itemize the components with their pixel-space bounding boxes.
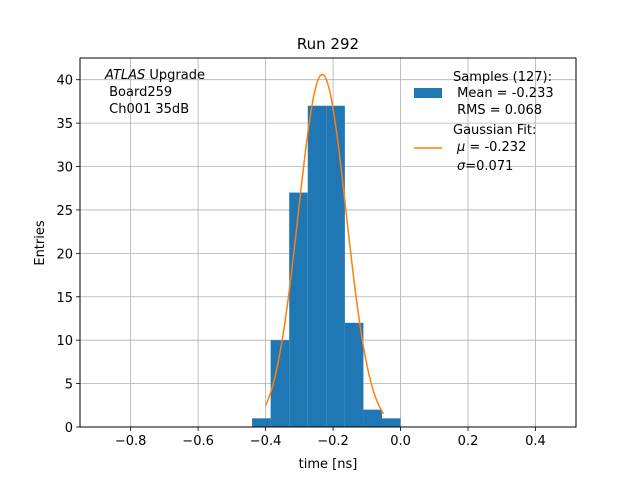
- legend-samples-mean: Mean = -0.233: [453, 86, 554, 101]
- y-tick-label: 25: [56, 204, 73, 219]
- x-tick-label: 0.0: [390, 434, 411, 449]
- histogram-bar: [252, 418, 271, 427]
- legend: Samples (127): Mean = -0.233 RMS = 0.068…: [414, 70, 554, 174]
- y-axis-ticks: 0 5 10 15 20 25 30 35 40: [56, 74, 80, 436]
- histogram-bar: [289, 192, 308, 427]
- annotation-line-2: Board259: [105, 85, 172, 100]
- y-tick-label: 35: [56, 117, 73, 132]
- annotation-upgrade: Upgrade: [145, 68, 205, 83]
- legend-samples-title: Samples (127):: [453, 70, 552, 85]
- annotation-line-1: ATLAS Upgrade: [104, 68, 205, 83]
- y-axis-label: Entries: [33, 220, 48, 266]
- plot-area: −0.8 −0.6 −0.4 −0.2 0.0 0.2 0.4 0 5 10 15 20 25 30 35…: [56, 57, 577, 449]
- chart-title: Run 292: [297, 35, 359, 53]
- y-tick-label: 10: [56, 334, 73, 349]
- histogram-bar: [363, 409, 382, 427]
- y-tick-label: 20: [56, 247, 73, 262]
- legend-fit-title: Gaussian Fit:: [453, 123, 536, 138]
- y-tick-label: 15: [56, 291, 73, 306]
- legend-histogram-swatch: [414, 88, 442, 98]
- axes-frame: [79, 57, 577, 428]
- x-tick-label: −0.4: [250, 434, 282, 449]
- x-axis-label: time [ns]: [299, 457, 358, 472]
- sigma-value: =0.071: [465, 159, 513, 174]
- histogram-bar: [326, 105, 345, 428]
- y-tick-label: 40: [56, 74, 73, 89]
- x-tick-label: −0.6: [182, 434, 214, 449]
- x-tick-label: 0.4: [525, 434, 546, 449]
- x-tick-label: 0.2: [458, 434, 479, 449]
- mu-value: = -0.232: [465, 140, 526, 155]
- legend-fit-mu: μ = -0.232: [456, 140, 526, 155]
- atlas-annotation: ATLAS Upgrade Board259 Ch001 35dB: [104, 68, 205, 117]
- histogram-bar: [270, 340, 290, 427]
- annotation-line-3: Ch001 35dB: [105, 102, 189, 117]
- y-tick-label: 0: [65, 421, 73, 436]
- gaussian-fit-curve: [264, 73, 385, 415]
- legend-samples-rms: RMS = 0.068: [453, 103, 542, 118]
- annotation-atlas: ATLAS: [104, 68, 145, 83]
- sigma-symbol: σ: [457, 159, 466, 174]
- histogram-bar: [344, 322, 364, 427]
- histogram-bar: [381, 418, 401, 427]
- y-tick-label: 30: [56, 161, 73, 176]
- x-axis-ticks: −0.8 −0.6 −0.4 −0.2 0.0 0.2 0.4: [115, 427, 546, 449]
- legend-fit-sigma: σ=0.071: [457, 159, 513, 174]
- y-tick-label: 5: [65, 378, 73, 393]
- x-tick-label: −0.2: [317, 434, 349, 449]
- histogram-bar: [307, 105, 327, 428]
- x-tick-label: −0.8: [115, 434, 147, 449]
- mu-symbol: μ: [456, 140, 465, 155]
